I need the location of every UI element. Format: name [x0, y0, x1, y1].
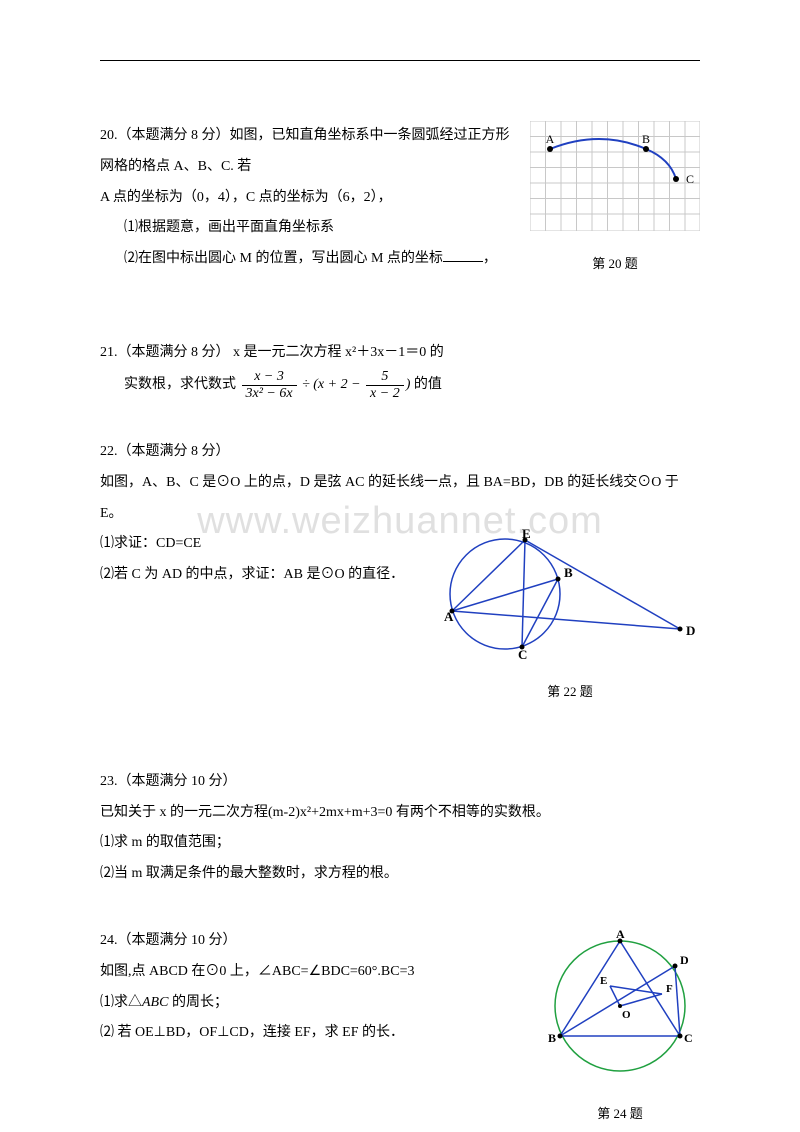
p23-header: 23.（本题满分 10 分） — [100, 767, 700, 798]
frac2-num: 5 — [366, 369, 404, 385]
svg-text:A: A — [546, 132, 555, 146]
close-paren: ) — [406, 377, 411, 392]
svg-text:B: B — [564, 565, 573, 580]
svg-text:O: O — [622, 1009, 631, 1021]
top-rule — [100, 60, 700, 61]
circle-svg-24: A B C D O E F — [540, 926, 700, 1081]
problem-23: 23.（本题满分 10 分） 已知关于 x 的一元二次方程(m-2)x²+2mx… — [100, 767, 700, 890]
svg-text:B: B — [548, 1031, 556, 1045]
frac2-den: x − 2 — [366, 386, 404, 401]
problem-20: A B C 第 20 题 20.（本题满分 8 分）如图，已知直角坐标系中一条圆… — [100, 121, 700, 278]
figure-20: A B C 第 20 题 — [530, 121, 700, 278]
frac1-den: 3x² − 6x — [242, 386, 297, 401]
svg-text:D: D — [680, 953, 689, 967]
svg-text:C: C — [686, 172, 694, 186]
p22-header: 22.（本题满分 8 分） — [100, 437, 700, 468]
page-content: A B C 第 20 题 20.（本题满分 8 分）如图，已知直角坐标系中一条圆… — [100, 60, 700, 1128]
p20-sub2-b: ， — [483, 251, 497, 266]
p23-line1: 已知关于 x 的一元二次方程(m-2)x²+2mx+m+3=0 有两个不相等的实… — [100, 798, 700, 829]
blank-line — [443, 248, 483, 262]
p21-line2a: 实数根，求代数式 — [124, 377, 236, 392]
p21-line2b: 的值 — [414, 377, 442, 392]
p22-line1: 如图，A、B、C 是⊙O 上的点，D 是弦 AC 的延长线一点，且 BA=BD，… — [100, 468, 700, 530]
p23-sub1: ⑴求 m 的取值范围； — [100, 828, 700, 859]
p21-line1: 21.（本题满分 8 分） x 是一元二次方程 x²＋3x－1＝0 的 — [100, 338, 700, 369]
problem-21: 21.（本题满分 8 分） x 是一元二次方程 x²＋3x－1＝0 的 实数根，… — [100, 338, 700, 401]
svg-text:C: C — [684, 1031, 693, 1045]
mid-op: ÷ (x + 2 − — [299, 377, 364, 392]
fraction-2: 5 x − 2 — [366, 369, 404, 401]
problem-24: A B C D O E F 第 24 题 24.（本题满分 10 分） 如图,点… — [100, 926, 700, 1128]
svg-text:A: A — [616, 927, 625, 941]
svg-text:B: B — [642, 132, 650, 146]
fraction-1: x − 3 3x² − 6x — [242, 369, 297, 401]
caption-22: 第 22 题 — [440, 678, 700, 707]
problem-22: 22.（本题满分 8 分） 如图，A、B、C 是⊙O 上的点，D 是弦 AC 的… — [100, 437, 700, 707]
p21-line2: 实数根，求代数式 x − 3 3x² − 6x ÷ (x + 2 − 5 x −… — [100, 369, 700, 401]
frac1-num: x − 3 — [242, 369, 297, 385]
caption-24: 第 24 题 — [540, 1100, 700, 1129]
circle-svg-22: A B C D E — [440, 529, 700, 659]
grid-svg: A B C — [530, 121, 700, 231]
svg-text:D: D — [686, 623, 695, 638]
svg-text:E: E — [522, 529, 531, 541]
caption-20: 第 20 题 — [530, 250, 700, 279]
svg-text:E: E — [600, 975, 607, 987]
p23-sub2: ⑵当 m 取满足条件的最大整数时，求方程的根。 — [100, 859, 700, 890]
figure-22: A B C D E 第 22 题 — [440, 529, 700, 706]
figure-24: A B C D O E F 第 24 题 — [540, 926, 700, 1128]
svg-text:F: F — [666, 983, 673, 995]
svg-text:C: C — [518, 647, 527, 659]
svg-text:A: A — [444, 609, 454, 624]
p20-sub2-a: ⑵在图中标出圆心 M 的位置，写出圆心 M 点的坐标 — [124, 251, 443, 266]
